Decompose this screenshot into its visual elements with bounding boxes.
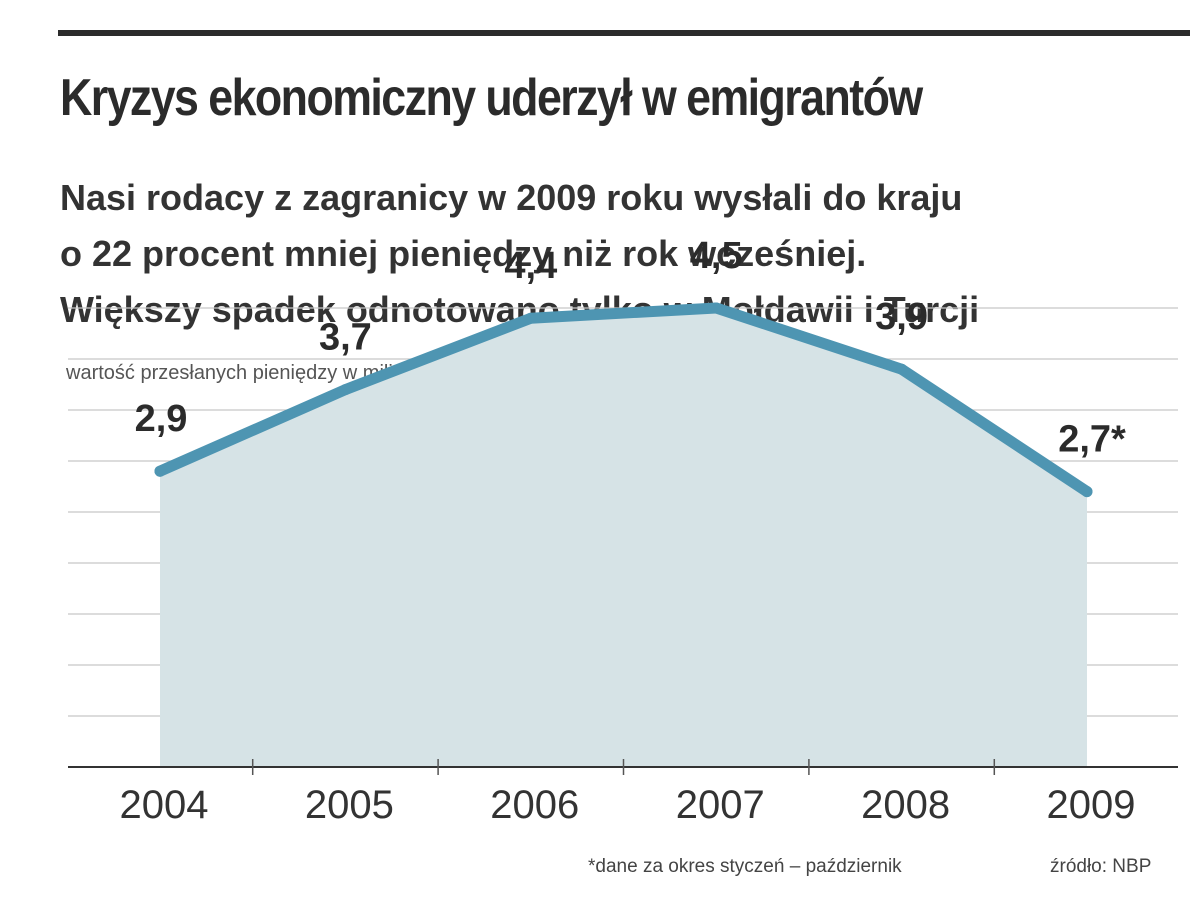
data-point [154,465,166,477]
x-tick-label: 2009 [1047,783,1136,827]
subtitle-line: o 22 procent mniej pieniędzy niż rok wcz… [60,233,867,274]
data-point [896,363,908,375]
x-tick-label: 2005 [305,783,394,827]
x-tick-label: 2008 [861,783,950,827]
data-label: 4,5 [690,235,743,277]
footnote: *dane za okres styczeń – październik [588,856,902,877]
top-rule [58,30,1190,36]
data-label: 3,7 [319,317,372,359]
data-point [1081,486,1093,498]
data-label: 2,9 [135,398,188,440]
source-note: źródło: NBP [1050,856,1152,877]
x-tick-label: 2004 [120,783,209,827]
data-label: 3,9 [875,296,928,338]
data-point [710,302,722,314]
x-tick-label: 2006 [490,783,579,827]
data-label: 2,7* [1058,419,1126,461]
x-tick-label: 2007 [676,783,765,827]
data-label: 4,4 [504,245,557,287]
chart-title: Kryzys ekonomiczny uderzył w emigrantów [60,69,923,127]
subtitle-line: Nasi rodacy z zagranicy w 2009 roku wysł… [60,177,963,218]
area-fill [160,308,1087,767]
data-point [339,384,351,396]
series-line [154,302,1093,498]
data-point [525,312,537,324]
